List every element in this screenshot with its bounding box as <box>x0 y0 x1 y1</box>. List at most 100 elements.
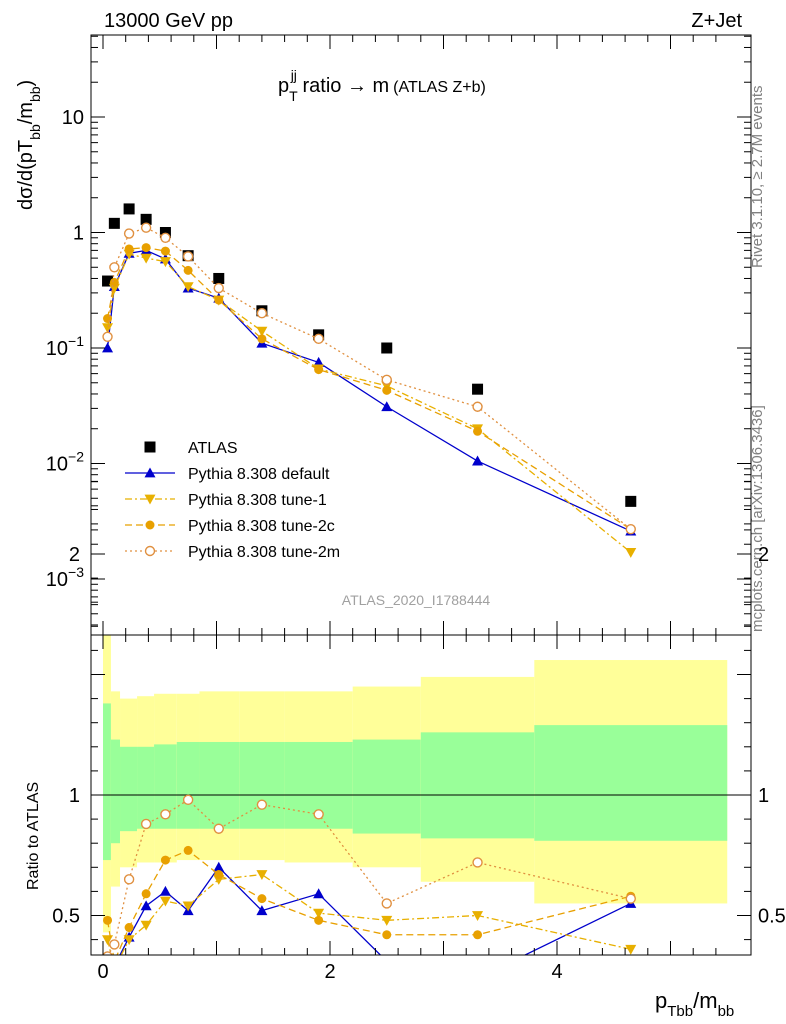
data-point-4 <box>472 401 483 412</box>
ratio-point-1 <box>256 905 268 916</box>
ratio-point-2 <box>313 908 325 919</box>
data-point-2 <box>102 323 114 334</box>
ratio-point-4 <box>625 893 636 904</box>
data-point-3 <box>473 426 483 436</box>
ratio-point-4 <box>472 857 483 868</box>
ratio-point-3 <box>382 930 392 940</box>
ratio-band-green <box>120 746 138 832</box>
x-tick-label: 2 <box>324 961 335 983</box>
ratio-band-green <box>352 739 421 834</box>
data-point-0 <box>472 383 484 395</box>
data-point-3 <box>314 365 324 375</box>
data-point-1 <box>381 401 393 412</box>
ratio-band-green <box>199 741 240 829</box>
legend-entry-label: Pythia 8.308 tune-2c <box>188 518 335 535</box>
data-point-4 <box>182 251 194 262</box>
ratio-uncertainty-bands <box>91 635 751 933</box>
ratio-point-4 <box>381 898 392 909</box>
ratio-point-2 <box>381 915 393 926</box>
ratio-band-green <box>137 746 155 829</box>
ratio-band-green <box>176 741 200 829</box>
ratio-plot-marks <box>102 794 637 983</box>
x-tick-label: 0 <box>97 961 108 983</box>
ratio-point-3 <box>473 930 483 940</box>
legend-entry-label: Pythia 8.308 default <box>188 466 330 483</box>
data-point-0 <box>159 227 171 238</box>
series-line-3 <box>106 246 632 530</box>
ratio-point-4 <box>140 818 152 830</box>
data-point-0 <box>102 275 114 287</box>
data-point-1 <box>313 356 325 367</box>
ratio-point-2 <box>256 870 268 881</box>
data-point-2 <box>256 326 268 337</box>
chart-title: pTjj ratio → m (ATLAS Z+b) <box>278 67 486 104</box>
data-point-3 <box>214 295 224 305</box>
ratio-point-2 <box>123 935 135 946</box>
data-point-3 <box>103 314 113 324</box>
ratio-band-green <box>420 732 535 839</box>
ratio-point-4 <box>102 951 113 955</box>
data-point-0 <box>140 213 152 225</box>
data-point-4 <box>109 262 120 273</box>
data-point-1 <box>102 342 114 353</box>
ratio-point-2 <box>109 964 120 974</box>
legend-entry-label: ATLAS <box>188 440 238 457</box>
ratio-line-3 <box>106 849 631 955</box>
data-point-3 <box>382 385 392 395</box>
legend-marker <box>144 467 156 478</box>
ratio-y-tick-label: 0.5 <box>52 906 80 928</box>
header-left-label: 13000 GeV pp <box>104 10 233 32</box>
ratio-point-1 <box>159 885 171 896</box>
ratio-point-4 <box>123 874 135 885</box>
x-tick-label: 4 <box>551 961 562 983</box>
y-tick-label: 10−1 <box>46 333 84 360</box>
data-point-0 <box>108 217 120 229</box>
data-point-4 <box>213 282 224 294</box>
data-point-4 <box>160 232 171 243</box>
header-right-label: Z+Jet <box>691 10 742 32</box>
legend-marker <box>144 441 156 453</box>
analysis-id-label: ATLAS_2020_I1788444 <box>342 592 491 608</box>
data-point-0 <box>123 203 135 215</box>
data-point-4 <box>313 333 324 345</box>
y-tick-label: 10−2 <box>46 449 84 476</box>
ratio-band-green <box>154 744 177 829</box>
data-point-4 <box>140 222 152 233</box>
ratio-point-2 <box>159 896 171 907</box>
source-label: mcplots.cern.ch [arXiv:1306.3436] <box>749 405 766 632</box>
ratio-point-4 <box>256 799 268 810</box>
ratio-point-1 <box>472 973 483 983</box>
data-point-4 <box>625 523 636 535</box>
ratio-y-tick-label-right: 0.5 <box>758 906 786 928</box>
legend-marker <box>144 545 156 557</box>
data-point-3 <box>141 243 151 253</box>
ratio-line-1 <box>119 866 632 955</box>
ratio-point-1 <box>140 900 152 911</box>
ratio-point-3 <box>110 957 119 966</box>
y-tick-label: 10−3 <box>46 564 84 591</box>
ratio-point-4 <box>160 809 171 820</box>
ratio-band-green <box>239 741 285 829</box>
x-axis-label: pTbb/mbb <box>655 988 734 1020</box>
ratio-point-3 <box>103 915 113 925</box>
legend-entry-label: Pythia 8.308 tune-1 <box>188 492 327 509</box>
legend-entry-label: Pythia 8.308 tune-2m <box>188 544 340 561</box>
data-point-4 <box>123 228 135 239</box>
ratio-y-tick-label-right: 2 <box>758 544 769 566</box>
ratio-point-3 <box>160 855 170 865</box>
ratio-y-tick-label: 1 <box>69 785 80 807</box>
series-line-2 <box>106 253 632 553</box>
ratio-point-2 <box>625 944 637 955</box>
ratio-point-4 <box>313 809 324 820</box>
series-line-4 <box>106 227 632 530</box>
ratio-point-3 <box>257 894 267 904</box>
ratio-point-1 <box>213 861 225 872</box>
data-point-3 <box>183 265 193 275</box>
y-tick-label: 10 <box>62 107 84 129</box>
legend: ATLAS Pythia 8.308 default Pythia 8.308 tu… <box>125 440 340 561</box>
y-axis-label: dσ/d(pTbb/mbb) <box>15 80 43 210</box>
ratio-point-1 <box>109 961 120 971</box>
ratio-band-green <box>110 739 121 844</box>
